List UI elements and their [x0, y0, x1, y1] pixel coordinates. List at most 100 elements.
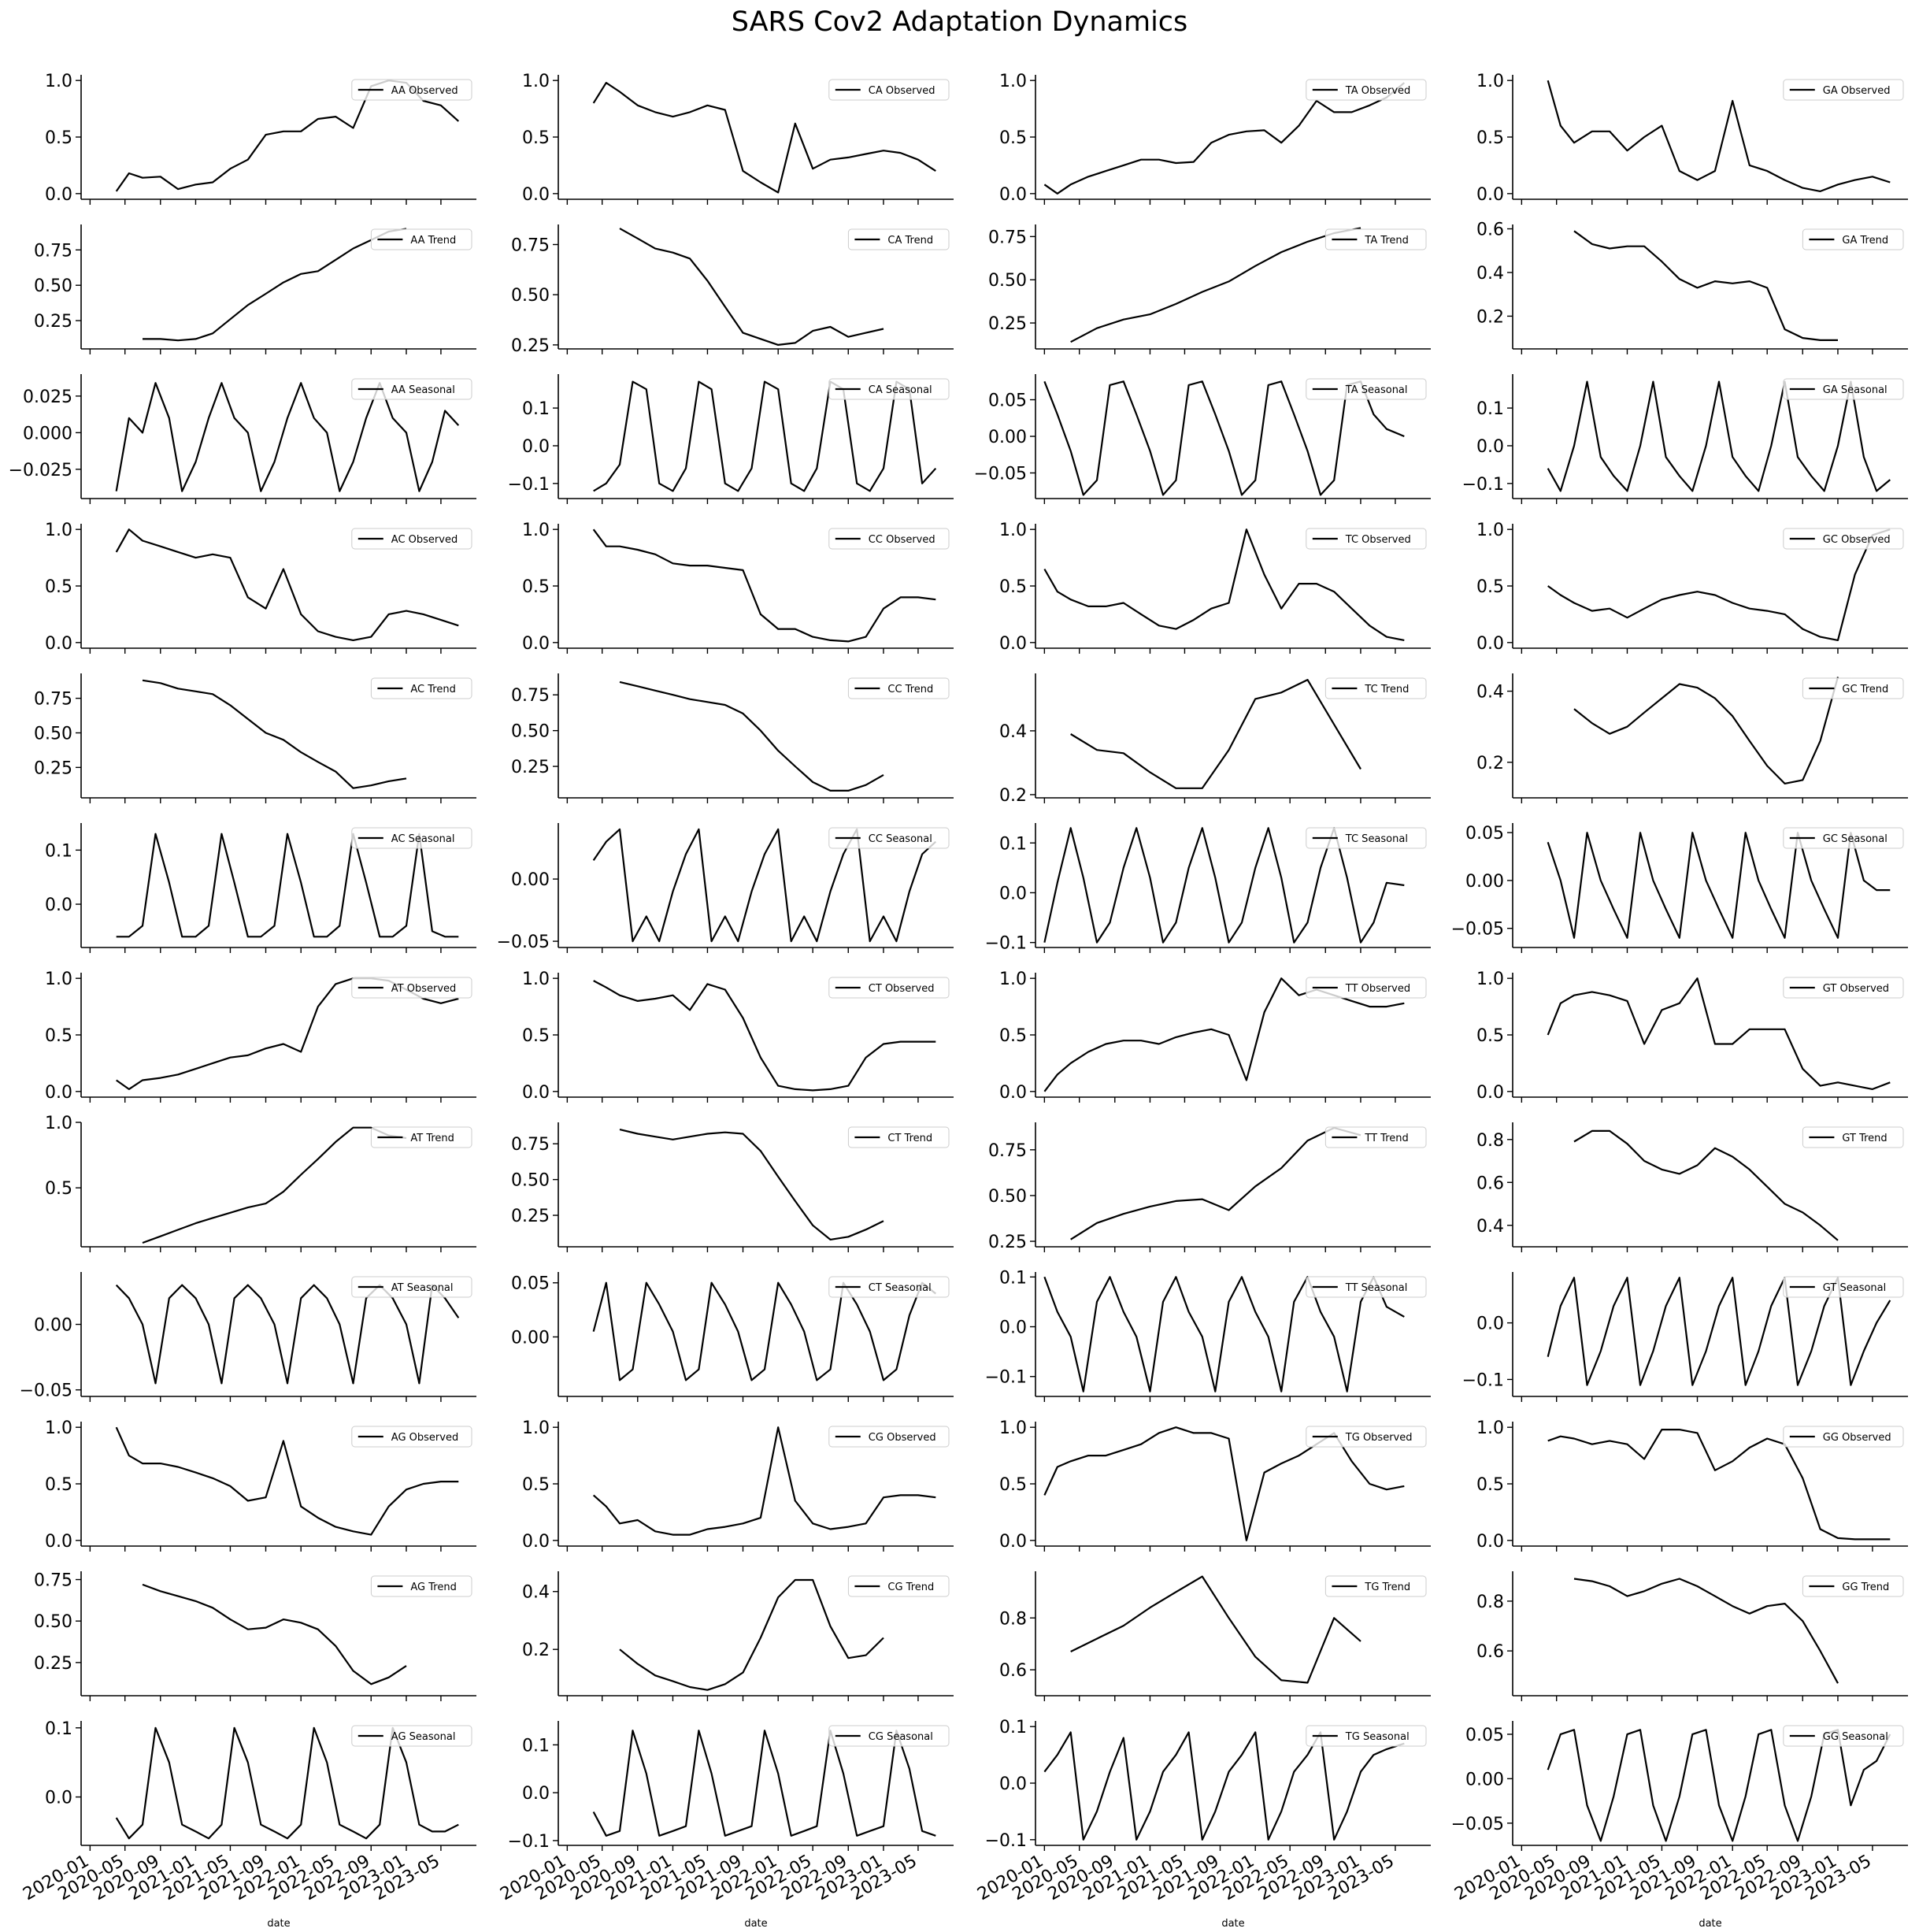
y-tick-label: 0.75 — [34, 1571, 72, 1591]
y-tick-label: 1.0 — [45, 970, 72, 989]
y-tick-label: 0.75 — [34, 690, 72, 710]
panel-tg-observed: 0.0 0.5 1.0 TG Observed — [999, 1418, 1431, 1552]
legend-label: GA Observed — [1823, 85, 1891, 97]
legend-box — [828, 1276, 950, 1298]
series-line-gg-trend — [1573, 1578, 1839, 1684]
legend-box — [828, 1426, 950, 1448]
y-tick-label: 0.0 — [999, 1083, 1027, 1103]
legend-box — [370, 1126, 472, 1148]
legend-box — [828, 79, 950, 101]
y-tick-label: 0.5 — [1476, 1475, 1504, 1495]
legend-box — [847, 1575, 950, 1597]
legend-label: TG Observed — [1345, 1432, 1413, 1444]
legend-box — [1306, 1725, 1427, 1747]
legend-box — [351, 1276, 472, 1298]
series-line-cc-observed — [592, 528, 936, 643]
legend-box — [1783, 1725, 1904, 1747]
y-tick-label: 0.8 — [1476, 1131, 1504, 1151]
series-line-ga-trend — [1573, 230, 1838, 341]
x-axis-title: date — [744, 1918, 767, 1930]
y-tick-label: −0.05 — [1451, 920, 1504, 940]
y-tick-label: 0.75 — [988, 228, 1027, 247]
legend-label: CG Observed — [869, 1432, 936, 1444]
y-tick-label: 1.0 — [522, 72, 550, 91]
y-tick-label: 0.25 — [511, 336, 550, 356]
series-line-gg-observed — [1547, 1428, 1891, 1541]
y-tick-label: −0.1 — [508, 475, 550, 495]
panel-cc-observed: 0.0 0.5 1.0 CC Observed — [522, 521, 954, 654]
legend-label: CT Trend — [887, 1133, 932, 1144]
legend-label: TA Trend — [1364, 235, 1409, 247]
panel-cg-seasonal: −0.10.00.12020-012020-052020-092021-0120… — [497, 1721, 954, 1930]
y-tick-label: 1.0 — [45, 1418, 72, 1438]
y-tick-label: 1.0 — [522, 521, 550, 540]
y-tick-label: 0.25 — [34, 312, 72, 332]
y-tick-label: 1.0 — [45, 1114, 72, 1133]
series-line-tc-observed — [1043, 528, 1405, 641]
y-tick-label: 0.75 — [511, 235, 550, 255]
panel-tt-observed: 0.0 0.5 1.0 TT Observed — [999, 970, 1431, 1103]
y-tick-label: 0.75 — [511, 686, 550, 706]
legend-box — [1802, 677, 1904, 699]
y-tick-label: 0.0 — [522, 437, 550, 457]
series-line-ta-seasonal — [1043, 380, 1405, 496]
y-tick-label: 0.1 — [522, 399, 550, 419]
series-line-tg-trend — [1070, 1575, 1361, 1684]
panel-aa-observed: 0.0 0.5 1.0 AA Observed — [45, 72, 476, 205]
legend-box — [847, 677, 950, 699]
y-tick-label: 0.2 — [1476, 754, 1504, 773]
series-line-gt-observed — [1547, 977, 1891, 1091]
y-tick-label: 1.0 — [45, 72, 72, 91]
y-tick-label: −0.1 — [1462, 475, 1504, 495]
legend-box — [1324, 1126, 1427, 1148]
panel-ga-trend: 0.2 0.4 0.6 GA Trend — [1476, 221, 1908, 354]
panel-ag-trend: 0.25 0.50 0.75 AG Trend — [34, 1571, 476, 1701]
y-tick-label: 0.05 — [511, 1274, 550, 1294]
y-tick-label: 0.75 — [988, 1141, 1027, 1161]
legend-box — [1306, 528, 1427, 550]
legend-label: AA Seasonal — [391, 384, 455, 396]
legend-label: AG Seasonal — [391, 1731, 456, 1743]
panel-aa-trend: 0.25 0.50 0.75 AA Trend — [34, 224, 476, 354]
legend-box — [1306, 79, 1427, 101]
panel-cc-trend: 0.25 0.50 0.75 CC Trend — [511, 673, 954, 803]
series-line-tc-trend — [1070, 678, 1361, 789]
legend-label: TT Seasonal — [1345, 1282, 1408, 1294]
y-tick-label: 0.4 — [1476, 683, 1504, 703]
panel-gt-seasonal: −0.1 0.0 GT Seasonal — [1462, 1272, 1908, 1402]
legend-label: GC Observed — [1823, 534, 1891, 546]
y-tick-label: 0.25 — [511, 1207, 550, 1226]
y-tick-label: 0.25 — [34, 758, 72, 778]
legend-box — [351, 1426, 472, 1448]
panel-ct-trend: 0.25 0.50 0.75 CT Trend — [511, 1122, 954, 1252]
series-line-ct-trend — [619, 1129, 884, 1241]
legend-box — [828, 827, 950, 849]
y-tick-label: 0.2 — [999, 786, 1027, 806]
series-line-cc-trend — [619, 680, 884, 792]
legend-label: AG Trend — [410, 1582, 456, 1593]
legend-box — [351, 827, 472, 849]
y-tick-label: 0.50 — [511, 1171, 550, 1191]
legend-label: TC Trend — [1364, 684, 1409, 695]
y-tick-label: 0.0 — [999, 185, 1027, 205]
y-tick-label: −0.1 — [508, 1832, 550, 1852]
y-tick-label: 1.0 — [999, 72, 1027, 91]
panel-ta-seasonal: −0.05 0.00 0.05 TA Seasonal — [974, 374, 1431, 504]
legend-label: CT Seasonal — [869, 1282, 932, 1294]
legend-label: GT Observed — [1823, 983, 1889, 995]
panel-gc-seasonal: −0.05 0.00 0.05 GC Seasonal — [1451, 823, 1908, 953]
y-tick-label: 1.0 — [45, 521, 72, 540]
panel-ga-observed: 0.0 0.5 1.0 GA Observed — [1476, 72, 1908, 205]
y-tick-label: 0.4 — [1476, 1217, 1504, 1237]
legend-label: GC Seasonal — [1823, 833, 1888, 845]
y-tick-label: 0.1 — [999, 1718, 1027, 1737]
legend-label: AT Observed — [391, 983, 457, 995]
y-tick-label: 0.25 — [511, 758, 550, 777]
y-tick-label: 0.00 — [988, 428, 1027, 447]
y-tick-label: 0.0 — [999, 884, 1027, 903]
figure-title: SARS Cov2 Adaptation Dynamics — [731, 6, 1188, 38]
y-tick-label: 0.75 — [511, 1135, 550, 1155]
panel-tc-observed: 0.0 0.5 1.0 TC Observed — [999, 521, 1431, 654]
y-tick-label: 0.75 — [34, 241, 72, 261]
series-line-ta-trend — [1070, 227, 1361, 343]
